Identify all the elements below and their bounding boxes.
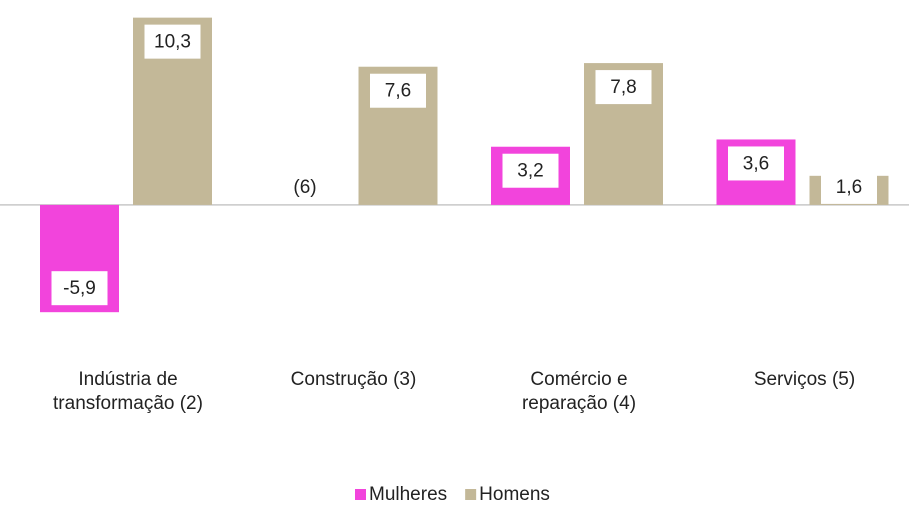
value-label: 3,2 bbox=[517, 161, 543, 182]
x-tick-label: Comércio e reparação (4) bbox=[521, 369, 637, 414]
x-tick-label: Indústria de transformação (2) bbox=[53, 369, 203, 414]
value-label: (6) bbox=[293, 177, 316, 198]
value-label: -5,9 bbox=[63, 278, 96, 299]
value-label-box bbox=[502, 153, 559, 188]
legend-label: Mulheres bbox=[369, 484, 447, 505]
value-label-box bbox=[728, 146, 784, 181]
value-label-box bbox=[144, 24, 201, 59]
x-tick-label: Construção (3) bbox=[290, 369, 417, 390]
value-label-box bbox=[277, 169, 333, 204]
x-tick-label: Serviços (5) bbox=[753, 369, 856, 390]
legend-label: Homens bbox=[479, 484, 550, 505]
value-label: 3,6 bbox=[743, 153, 769, 174]
value-label-box bbox=[51, 271, 108, 306]
value-label: 7,8 bbox=[610, 77, 636, 98]
value-label: 7,6 bbox=[385, 81, 411, 102]
legend-swatch bbox=[465, 489, 477, 500]
value-label: 1,6 bbox=[836, 177, 862, 198]
value-label-box bbox=[370, 73, 426, 108]
value-label: 10,3 bbox=[154, 32, 191, 53]
value-label-box bbox=[595, 70, 652, 105]
legend-swatch bbox=[355, 489, 366, 500]
value-label-box bbox=[821, 169, 877, 204]
